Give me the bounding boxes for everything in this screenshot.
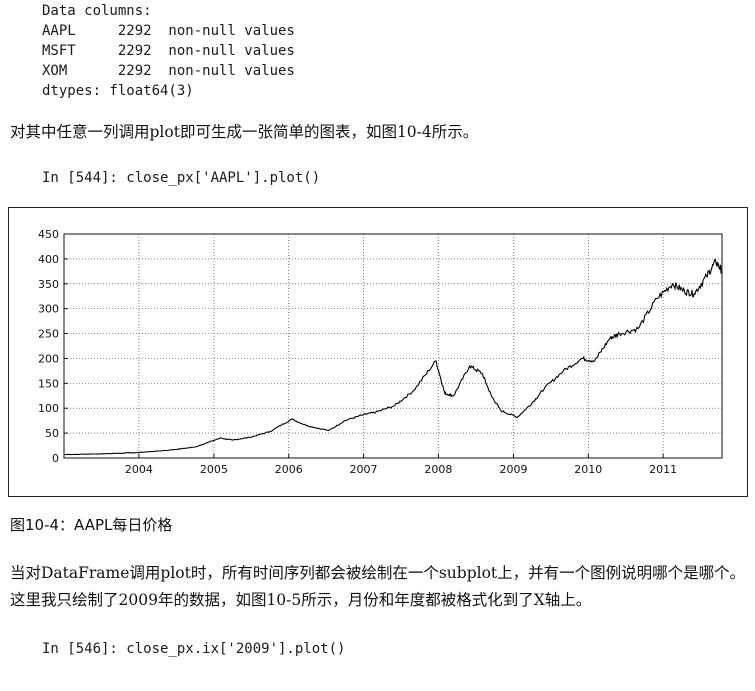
code-output-line: dtypes: float64(3)	[42, 83, 194, 99]
x-tick-label: 2004	[125, 463, 153, 476]
plot-area-border	[63, 233, 723, 459]
y-tick-label: 250	[38, 328, 59, 341]
y-tick-label: 450	[38, 228, 59, 241]
code-output-line: XOM 2292 non-null values	[42, 63, 295, 79]
x-tick-label: 2007	[350, 463, 378, 476]
x-tick-label: 2005	[200, 463, 228, 476]
series-line-aapl	[64, 258, 723, 456]
y-tick-label: 400	[38, 253, 59, 266]
x-tick-label: 2011	[649, 463, 677, 476]
figure-frame: 0 50 100 150 200 250 300 350 400 450 2004 2005 2006 2…	[8, 207, 748, 497]
code-input-line: In [546]: close_px.ix['2009'].plot()	[42, 641, 346, 657]
line-chart: 0 50 100 150 200 250 300 350 400 450 2004 2005 2006 2…	[38, 228, 723, 476]
code-output-line: AAPL 2292 non-null values	[42, 23, 295, 39]
y-tick-label: 300	[38, 303, 59, 316]
figure-caption: 图10-4：AAPL每日价格	[10, 516, 173, 534]
y-tick-label: 50	[45, 427, 59, 440]
y-tick-label: 150	[38, 377, 59, 390]
code-output-line: Data columns:	[42, 3, 152, 19]
code-input-line: In [544]: close_px['AAPL'].plot()	[42, 170, 321, 186]
y-tick-label: 0	[52, 452, 59, 465]
paragraph-plot-intro: 对其中任意一列调用plot即可生成一张简单的图表，如图10-4所示。	[10, 123, 479, 141]
code-output-line: MSFT 2292 non-null values	[42, 43, 295, 59]
paragraph-subplot-explanation: 当对DataFrame调用plot时，所有时间序列都会被绘制在一个subplot…	[10, 564, 746, 609]
x-tick-label: 2009	[499, 463, 527, 476]
y-tick-label: 350	[38, 278, 59, 291]
code-output-block: Data columns: AAPL 2292 non-null values …	[42, 3, 442, 103]
y-tick-label: 200	[38, 352, 59, 365]
grid-layer	[64, 234, 722, 458]
y-tick-label: 100	[38, 402, 59, 415]
tick-layer: 0 50 100 150 200 250 300 350 400 450 2004 2005 2006 2…	[38, 228, 677, 476]
x-tick-label: 2008	[424, 463, 452, 476]
x-tick-label: 2010	[574, 463, 602, 476]
x-tick-label: 2006	[275, 463, 303, 476]
